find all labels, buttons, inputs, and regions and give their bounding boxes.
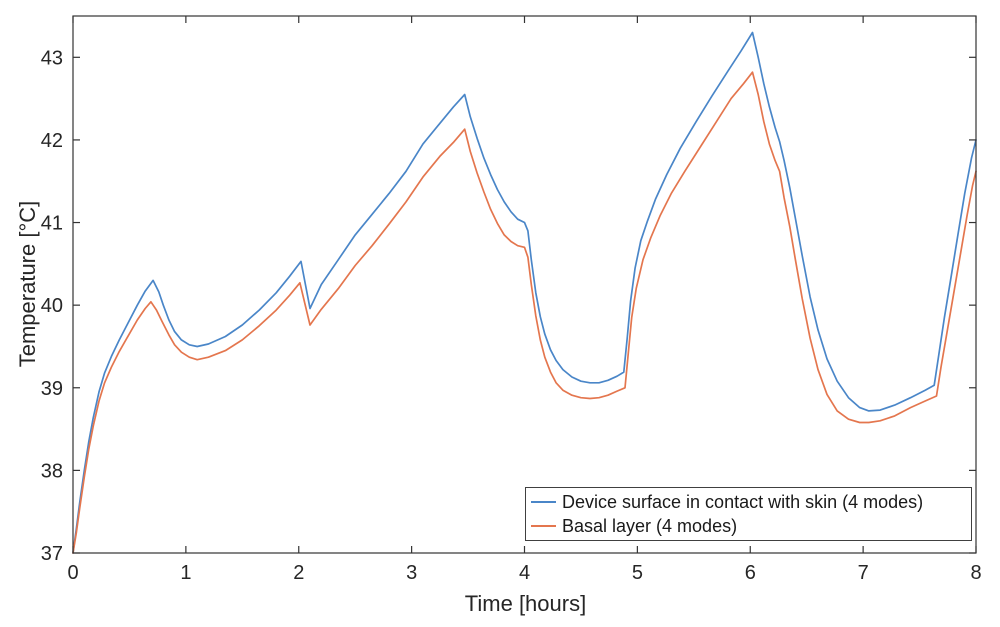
series-line-basal-layer [72,71,977,554]
x-tick-label: 2 [293,562,304,584]
x-tick-label: 0 [67,562,78,584]
x-tick-labels: 0 1 2 3 4 5 6 7 8 [67,562,981,584]
y-axis-label: Temperature [°C] [15,200,40,368]
x-tick-label: 1 [180,562,191,584]
x-tick-label: 6 [745,562,756,584]
legend-item-device-surface: Device surface in contact with skin (4 m… [531,490,971,514]
y-tick-labels: 37 38 39 40 41 42 43 [41,47,63,565]
y-tick-label: 38 [41,460,63,482]
legend-item-basal-layer: Basal layer (4 modes) [531,514,971,538]
x-axis-label: Time [hours] [464,591,587,616]
x-tick-label: 3 [406,562,417,584]
y-tick-label: 43 [41,47,63,69]
x-tick-label: 8 [970,562,981,584]
legend-label-device-surface: Device surface in contact with skin (4 m… [562,491,924,512]
y-tick-label: 40 [41,295,63,317]
y-tick-label: 37 [41,543,63,565]
plot-box [72,15,977,554]
x-tick-label: 7 [858,562,869,584]
legend-line-sample-device-surface [531,501,556,503]
x-tick-label: 5 [632,562,643,584]
legend: Device surface in contact with skin (4 m… [525,487,972,541]
tick-marks [72,16,977,554]
series-line-device-surface [72,31,977,554]
y-tick-label: 42 [41,130,63,152]
y-tick-label: 39 [41,378,63,400]
legend-label-basal-layer: Basal layer (4 modes) [562,515,738,536]
y-tick-label: 41 [41,213,63,235]
x-tick-label: 4 [519,562,530,584]
data-series [72,31,977,554]
legend-line-sample-basal-layer [531,525,556,527]
